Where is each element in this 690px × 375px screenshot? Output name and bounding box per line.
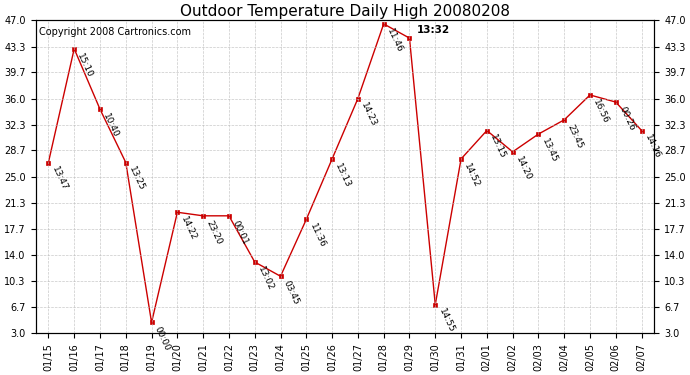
Text: 14:23: 14:23 <box>359 101 378 128</box>
Text: 10:40: 10:40 <box>101 112 121 139</box>
Text: 00:00: 00:00 <box>153 325 172 352</box>
Text: 15:10: 15:10 <box>76 51 95 79</box>
Text: 13:25: 13:25 <box>127 165 146 192</box>
Text: Copyright 2008 Cartronics.com: Copyright 2008 Cartronics.com <box>39 27 190 37</box>
Title: Outdoor Temperature Daily High 20080208: Outdoor Temperature Daily High 20080208 <box>180 4 510 19</box>
Text: 23:45: 23:45 <box>566 123 584 150</box>
Text: 13:32: 13:32 <box>417 26 450 35</box>
Text: 13:13: 13:13 <box>333 162 353 189</box>
Text: 14:20: 14:20 <box>514 154 533 182</box>
Text: 14:22: 14:22 <box>179 215 197 242</box>
Text: 11:46: 11:46 <box>385 27 404 54</box>
Text: 14:52: 14:52 <box>462 162 482 189</box>
Text: 00:01: 00:01 <box>230 219 249 246</box>
Text: 23:20: 23:20 <box>204 219 224 246</box>
Text: 14:16: 14:16 <box>643 133 662 160</box>
Text: 13:15: 13:15 <box>489 133 507 160</box>
Text: 11:36: 11:36 <box>308 222 327 249</box>
Text: 14:55: 14:55 <box>437 308 455 334</box>
Text: 00:26: 00:26 <box>617 105 636 132</box>
Text: 03:45: 03:45 <box>282 279 301 306</box>
Text: 13:47: 13:47 <box>50 165 69 192</box>
Text: 13:45: 13:45 <box>540 137 559 164</box>
Text: 16:56: 16:56 <box>591 98 611 125</box>
Text: 13:02: 13:02 <box>256 265 275 292</box>
